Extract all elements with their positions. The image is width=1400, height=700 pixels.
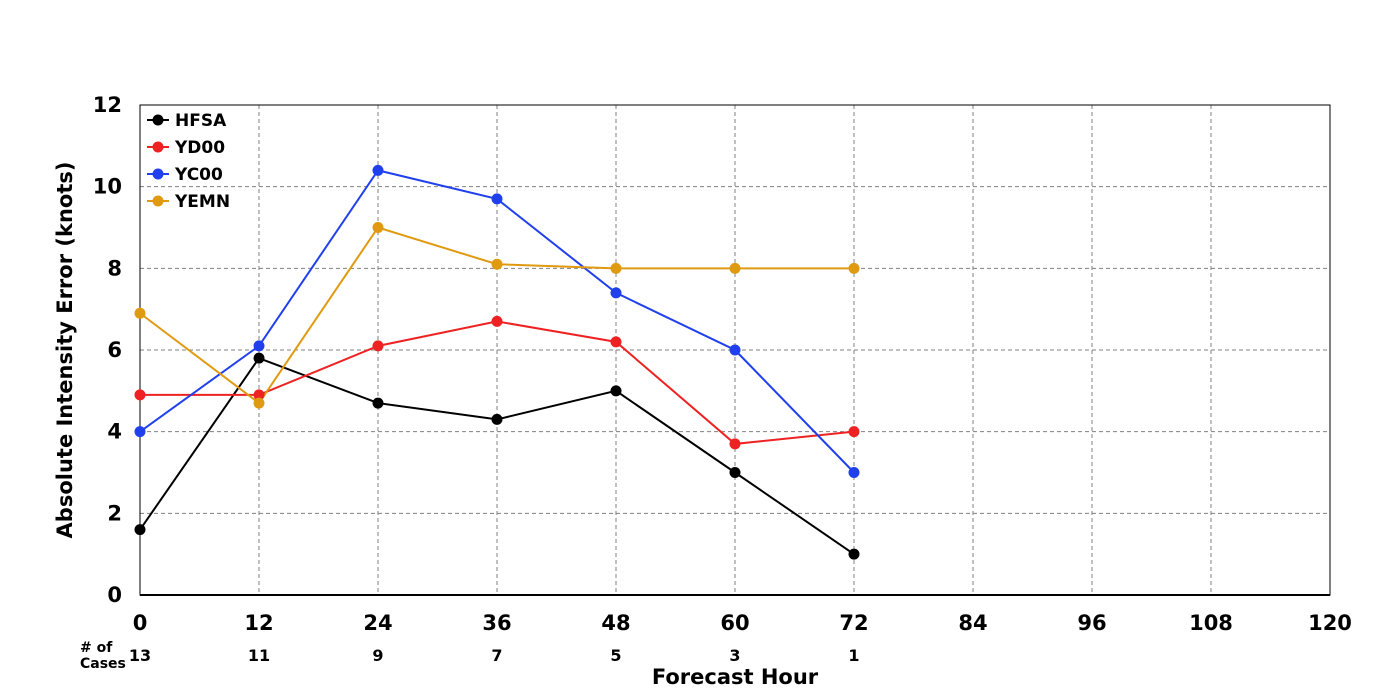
x-tick-label: 72 bbox=[839, 611, 868, 635]
data-point-yc00 bbox=[372, 164, 384, 176]
data-point-yc00 bbox=[610, 287, 622, 299]
x-tick-label: 60 bbox=[720, 611, 749, 635]
data-point-yemn bbox=[848, 262, 860, 274]
legend-label-yd00: YD00 bbox=[174, 138, 225, 158]
case-count: 3 bbox=[729, 646, 740, 665]
data-point-yc00 bbox=[729, 344, 741, 356]
case-count: 7 bbox=[491, 646, 502, 665]
data-point-yemn bbox=[253, 397, 265, 409]
x-tick-labels: 0 12 24 36 48 60 72 84 96 108 120 bbox=[133, 611, 1352, 635]
x-tick-label: 24 bbox=[363, 611, 392, 635]
data-point-yemn bbox=[372, 222, 384, 233]
data-point-yd00 bbox=[729, 438, 741, 450]
case-count: 13 bbox=[129, 646, 151, 665]
y-tick-label: 10 bbox=[93, 175, 122, 199]
data-point-hfsa bbox=[848, 548, 860, 560]
series-lines bbox=[134, 164, 860, 560]
case-count: 1 bbox=[848, 646, 859, 665]
data-point-yc00 bbox=[253, 340, 265, 352]
y-tick-label: 8 bbox=[107, 256, 122, 280]
data-point-yd00 bbox=[253, 389, 265, 401]
x-tick-label: 12 bbox=[244, 611, 273, 635]
data-point-yemn bbox=[491, 258, 503, 270]
y-tick-label: 12 bbox=[93, 93, 122, 117]
data-point-yemn bbox=[134, 307, 146, 319]
data-point-hfsa bbox=[729, 467, 741, 478]
legend-label-yc00: YC00 bbox=[174, 165, 223, 185]
data-point-yd00 bbox=[610, 336, 622, 348]
data-point-yd00 bbox=[134, 389, 146, 401]
data-point-hfsa bbox=[491, 413, 503, 425]
x-tick-label: 84 bbox=[958, 611, 987, 635]
x-tick-label: 96 bbox=[1077, 611, 1106, 635]
legend-swatch-marker bbox=[152, 168, 164, 180]
legend-swatch-marker bbox=[152, 195, 164, 207]
data-point-yc00 bbox=[848, 467, 860, 478]
legend-label-hfsa: HFSA bbox=[175, 111, 227, 131]
data-point-hfsa bbox=[610, 385, 622, 397]
data-point-yc00 bbox=[491, 193, 503, 205]
data-point-yemn bbox=[610, 262, 622, 274]
data-point-yc00 bbox=[134, 426, 146, 438]
x-tick-label: 0 bbox=[133, 611, 148, 635]
data-point-hfsa bbox=[253, 352, 265, 364]
x-tick-label: 36 bbox=[482, 611, 511, 635]
x-axis-title: Forecast Hour bbox=[652, 665, 819, 689]
y-axis-title: Absolute Intensity Error (knots) bbox=[53, 162, 77, 539]
y-tick-label: 0 bbox=[107, 583, 122, 607]
case-count: 5 bbox=[610, 646, 621, 665]
case-count-labels: 13 11 9 7 5 3 1 bbox=[129, 646, 860, 665]
data-point-yd00 bbox=[848, 426, 860, 438]
legend-swatch-marker bbox=[152, 114, 164, 126]
case-count: 9 bbox=[372, 646, 383, 665]
data-point-yemn bbox=[729, 262, 741, 274]
cases-row-label: # of Cases bbox=[80, 640, 126, 672]
data-point-yd00 bbox=[491, 315, 503, 327]
data-point-hfsa bbox=[134, 524, 146, 536]
y-tick-label: 4 bbox=[107, 420, 122, 444]
x-tick-label: 108 bbox=[1189, 611, 1233, 635]
case-count: 11 bbox=[248, 646, 270, 665]
y-tick-labels: 0 2 4 6 8 10 12 bbox=[93, 93, 122, 607]
x-tick-label: 48 bbox=[601, 611, 630, 635]
legend-label-yemn: YEMN bbox=[174, 192, 230, 212]
y-tick-label: 2 bbox=[107, 501, 122, 525]
x-tick-label: 120 bbox=[1308, 611, 1352, 635]
data-point-yd00 bbox=[372, 340, 384, 352]
data-point-hfsa bbox=[372, 397, 384, 409]
legend-swatch-marker bbox=[152, 141, 164, 153]
y-tick-label: 6 bbox=[107, 338, 122, 362]
legend: HFSA YD00 YC00 YEMN bbox=[147, 111, 230, 212]
